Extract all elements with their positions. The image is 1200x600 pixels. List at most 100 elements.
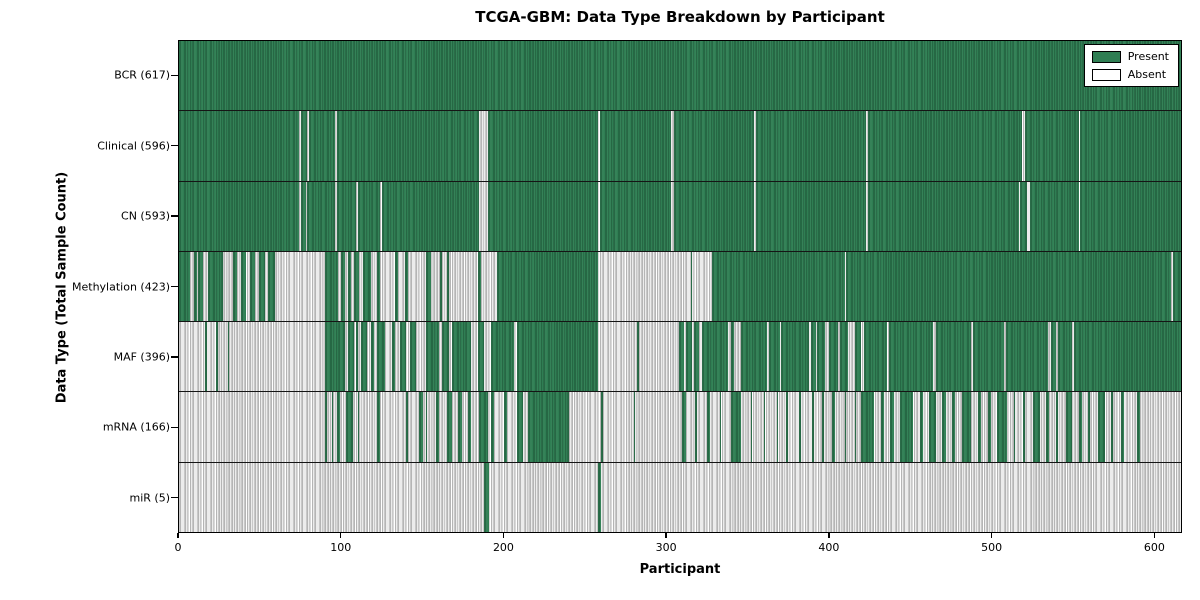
row-methylation	[179, 251, 1181, 323]
present-segment	[341, 251, 345, 322]
present-segment	[864, 322, 888, 392]
present-segment	[409, 322, 417, 392]
present-segment	[719, 392, 722, 462]
y-tick-mark	[171, 426, 178, 429]
present-segment	[601, 392, 603, 462]
present-segment	[1029, 181, 1079, 251]
present-segment	[435, 392, 439, 462]
present-segment	[232, 251, 238, 322]
present-segment	[391, 322, 395, 392]
row-mir	[179, 462, 1181, 532]
present-segment	[1088, 392, 1091, 462]
present-segment	[987, 392, 991, 462]
present-segment	[377, 322, 386, 392]
present-segment	[497, 251, 598, 322]
x-tick-mark	[828, 533, 830, 538]
present-segment	[682, 392, 686, 462]
present-segment	[817, 322, 826, 392]
present-segment	[1120, 392, 1125, 462]
present-segment	[786, 392, 788, 462]
present-segment	[846, 251, 1172, 322]
present-segment	[354, 251, 360, 322]
y-tick-label-mir: miR (5)	[129, 491, 171, 505]
x-tick-mark	[340, 533, 342, 538]
present-segment	[336, 111, 480, 181]
present-segment	[468, 392, 472, 462]
present-segment	[919, 392, 923, 462]
present-segment	[1046, 392, 1050, 462]
present-segment	[325, 392, 327, 462]
present-segment	[1013, 392, 1016, 462]
present-segment	[597, 462, 602, 532]
present-segment	[755, 181, 866, 251]
present-segment	[307, 181, 335, 251]
x-tick-label-600: 600	[1143, 541, 1165, 554]
legend-entry-absent: Absent	[1091, 68, 1169, 81]
present-segment	[781, 322, 810, 392]
present-segment	[360, 322, 368, 392]
x-tick-mark	[665, 533, 667, 538]
present-segment	[1025, 111, 1079, 181]
present-segment	[325, 251, 339, 322]
present-segment	[1055, 392, 1058, 462]
present-segment	[731, 392, 741, 462]
legend-entry-present: Present	[1091, 50, 1169, 63]
present-segment	[1078, 392, 1082, 462]
present-segment	[406, 392, 408, 462]
present-segment	[867, 111, 1022, 181]
present-segment	[674, 111, 754, 181]
present-segment	[528, 392, 569, 462]
y-tick-mark	[171, 356, 178, 358]
present-segment	[695, 392, 698, 462]
present-segment	[1098, 392, 1105, 462]
present-segment	[204, 322, 207, 392]
present-segment	[1051, 322, 1056, 392]
present-segment	[1073, 322, 1181, 392]
present-segment	[394, 251, 399, 322]
y-tick-mark	[171, 144, 178, 147]
x-tick-mark	[502, 533, 505, 538]
present-segment	[961, 392, 972, 462]
x-tick-label-500: 500	[981, 541, 1003, 554]
present-segment	[1020, 181, 1027, 251]
present-segment	[1023, 392, 1026, 462]
present-segment	[812, 392, 814, 462]
x-tick-label-0: 0	[174, 541, 182, 554]
x-tick-label-200: 200	[492, 541, 514, 554]
present-segment	[978, 392, 982, 462]
present-segment	[446, 251, 449, 322]
present-segment	[336, 392, 340, 462]
present-segment	[839, 322, 849, 392]
y-tick-label-methylation: Methylation (423)	[72, 280, 170, 293]
present-segment	[336, 181, 356, 251]
present-segment	[888, 322, 933, 392]
present-segment	[1111, 392, 1113, 462]
present-segment	[935, 322, 972, 392]
x-tick-label-300: 300	[655, 541, 677, 554]
present-segment	[900, 392, 914, 462]
present-segment	[442, 322, 449, 392]
x-tick-mark	[177, 533, 179, 538]
row-bcr	[179, 41, 1181, 112]
present-segment	[799, 392, 801, 462]
present-segment	[690, 251, 693, 322]
x-axis-label: Participant	[639, 562, 721, 577]
x-tick-mark	[990, 533, 993, 538]
present-segment	[216, 322, 218, 392]
present-segment	[198, 251, 204, 322]
present-segment	[425, 322, 439, 392]
present-segment	[240, 251, 246, 322]
plot-area	[178, 40, 1182, 533]
present-segment	[854, 322, 862, 392]
present-segment	[880, 392, 884, 462]
present-segment	[377, 251, 381, 322]
present-segment	[706, 392, 711, 462]
present-segment	[357, 181, 381, 251]
present-segment	[300, 181, 306, 251]
present-segment	[776, 392, 779, 462]
present-segment	[300, 111, 308, 181]
y-tick-label-mrna: mRNA (166)	[102, 420, 170, 434]
y-tick-label-bcr: BCR (617)	[114, 68, 170, 82]
present-segment	[740, 322, 767, 392]
present-segment	[831, 392, 836, 462]
